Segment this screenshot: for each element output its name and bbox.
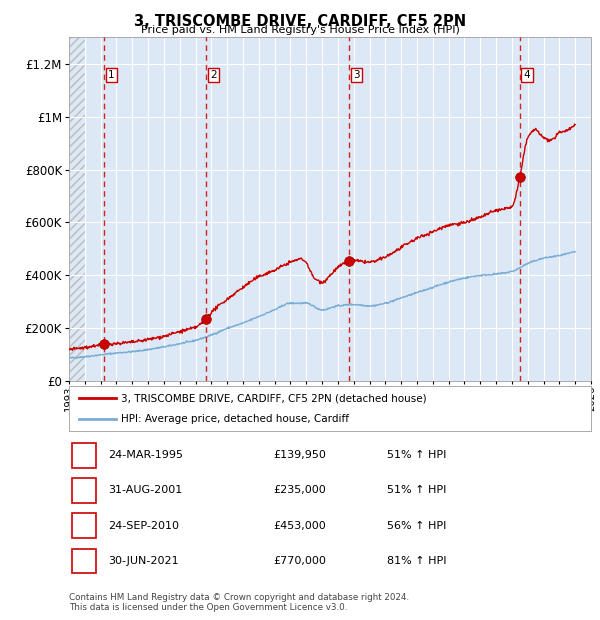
Text: 24-SEP-2010: 24-SEP-2010 (108, 521, 179, 531)
Text: 1: 1 (80, 449, 88, 462)
Text: 3, TRISCOMBE DRIVE, CARDIFF, CF5 2PN (detached house): 3, TRISCOMBE DRIVE, CARDIFF, CF5 2PN (de… (121, 393, 427, 404)
Text: 51% ↑ HPI: 51% ↑ HPI (387, 450, 446, 460)
Text: 4: 4 (524, 70, 530, 80)
Text: 2: 2 (210, 70, 217, 80)
Text: 81% ↑ HPI: 81% ↑ HPI (387, 556, 446, 566)
Text: £235,000: £235,000 (273, 485, 326, 495)
Text: HPI: Average price, detached house, Cardiff: HPI: Average price, detached house, Card… (121, 414, 349, 424)
Text: 2: 2 (80, 484, 88, 497)
Text: 56% ↑ HPI: 56% ↑ HPI (387, 521, 446, 531)
Text: 30-JUN-2021: 30-JUN-2021 (108, 556, 179, 566)
Bar (69, 37, 85, 381)
Text: 4: 4 (80, 554, 88, 567)
Text: 1: 1 (108, 70, 115, 80)
Bar (69, 37, 85, 381)
Text: 51% ↑ HPI: 51% ↑ HPI (387, 485, 446, 495)
Text: 31-AUG-2001: 31-AUG-2001 (108, 485, 182, 495)
Text: Price paid vs. HM Land Registry's House Price Index (HPI): Price paid vs. HM Land Registry's House … (140, 25, 460, 35)
Text: Contains HM Land Registry data © Crown copyright and database right 2024.
This d: Contains HM Land Registry data © Crown c… (69, 593, 409, 612)
Text: 3: 3 (80, 519, 88, 532)
Text: 3: 3 (353, 70, 360, 80)
Text: £770,000: £770,000 (273, 556, 326, 566)
Text: 3, TRISCOMBE DRIVE, CARDIFF, CF5 2PN: 3, TRISCOMBE DRIVE, CARDIFF, CF5 2PN (134, 14, 466, 29)
Text: £139,950: £139,950 (273, 450, 326, 460)
Text: £453,000: £453,000 (273, 521, 326, 531)
Text: 24-MAR-1995: 24-MAR-1995 (108, 450, 183, 460)
